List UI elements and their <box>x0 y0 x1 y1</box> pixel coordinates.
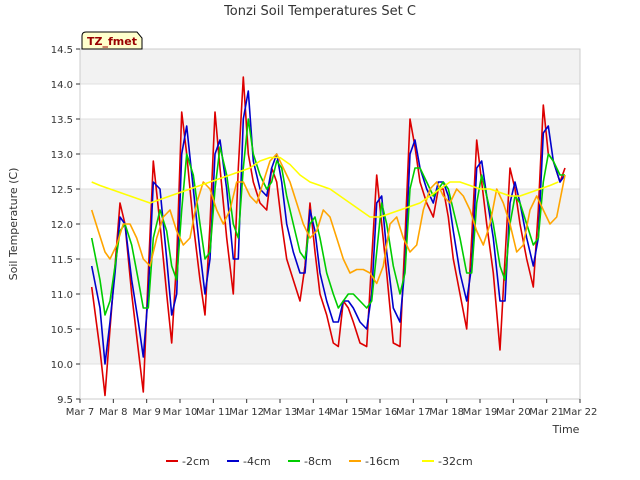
legend-label: -32cm <box>438 455 473 468</box>
y-tick-label: 12.0 <box>51 220 73 231</box>
x-tick-label: Mar 10 <box>163 407 198 418</box>
y-tick-label: 11.0 <box>51 290 73 301</box>
legend-label: -4cm <box>243 455 271 468</box>
x-tick-label: Mar 15 <box>329 407 364 418</box>
legend-item: -16cm <box>349 455 400 468</box>
y-tick-label: 12.5 <box>51 185 73 196</box>
y-tick-label: 9.5 <box>57 395 73 406</box>
y-tick-label: 13.5 <box>51 115 73 126</box>
grid-band <box>80 154 580 189</box>
legend-item: -2cm <box>166 455 210 468</box>
legend-label: -2cm <box>182 455 210 468</box>
chart-title: Tonzi Soil Temperatures Set C <box>223 4 416 19</box>
x-tick-label: Mar 18 <box>429 407 464 418</box>
tz-badge: TZ_fmet <box>81 31 143 50</box>
y-tick-label: 13.0 <box>51 150 73 161</box>
x-tick-label: Mar 14 <box>296 407 331 418</box>
grid-band <box>80 364 580 399</box>
x-tick-label: Mar 19 <box>463 407 498 418</box>
y-tick-label: 10.5 <box>51 325 73 336</box>
y-axis-label: Soil Temperature (C) <box>7 168 20 281</box>
grid-band <box>80 329 580 364</box>
x-tick-label: Mar 22 <box>563 407 598 418</box>
x-tick-label: Mar 21 <box>529 407 564 418</box>
legend-item: -32cm <box>422 455 473 468</box>
x-axis-label: Time <box>552 423 580 436</box>
legend-item: -8cm <box>288 455 332 468</box>
x-tick-label: Mar 11 <box>196 407 231 418</box>
y-tick-label: 14.5 <box>51 45 73 56</box>
series-line--32cm <box>91 156 559 218</box>
y-axis-ticks: 9.5 10.0 10.5 11.0 11.5 12.0 12.5 13.0 13.5 14.0 1… <box>51 45 80 406</box>
x-tick-label: Mar 9 <box>132 407 160 418</box>
series-line--8cm <box>90 118 565 316</box>
grid-band <box>80 119 580 154</box>
badge-label: TZ_fmet <box>87 35 137 48</box>
legend-label: -8cm <box>304 455 332 468</box>
grid-band <box>80 84 580 119</box>
x-tick-label: Mar 16 <box>363 407 398 418</box>
legend: -2cm -4cm -8cm -16cm -32cm <box>166 455 473 468</box>
x-tick-label: Mar 20 <box>496 407 531 418</box>
y-tick-label: 14.0 <box>51 80 73 91</box>
x-tick-label: Mar 7 <box>66 407 94 418</box>
badge-box <box>81 31 143 50</box>
y-tick-label: 11.5 <box>51 255 73 266</box>
y-tick-label: 10.0 <box>51 360 73 371</box>
legend-label: -16cm <box>365 455 400 468</box>
x-tick-label: Mar 8 <box>99 407 127 418</box>
series-line--2cm <box>90 76 566 397</box>
x-tick-label: Mar 17 <box>396 407 431 418</box>
x-tick-label: Mar 13 <box>263 407 298 418</box>
legend-item: -4cm <box>227 455 271 468</box>
series-lines <box>90 76 566 397</box>
x-tick-label: Mar 12 <box>229 407 264 418</box>
series-line--16cm <box>90 153 566 285</box>
grid-band <box>80 49 580 84</box>
